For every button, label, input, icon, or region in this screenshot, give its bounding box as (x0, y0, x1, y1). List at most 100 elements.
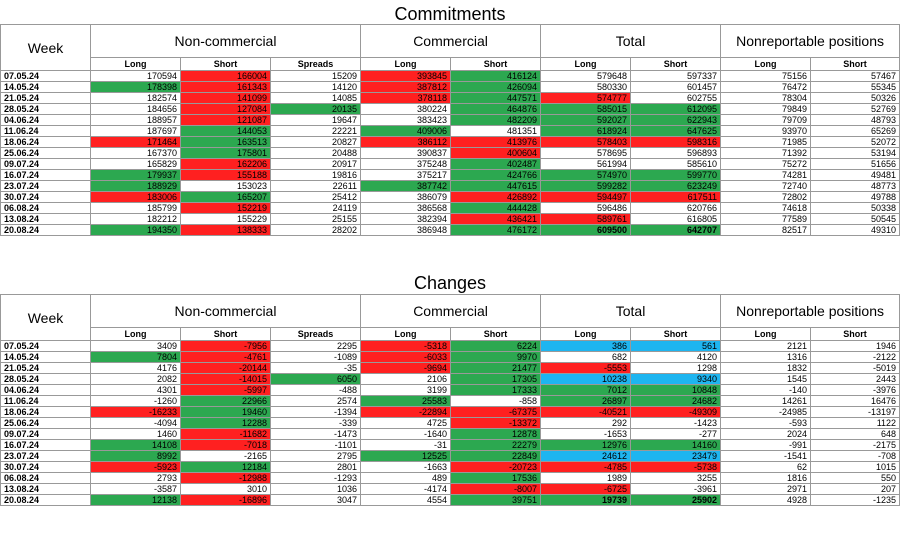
value-cell: 22611 (269, 180, 362, 192)
week-cell: 04.06.24 (0, 114, 91, 126)
value-cell: 579648 (540, 70, 632, 82)
value-cell: 400604 (450, 147, 542, 159)
value-cell: -2122 (810, 351, 900, 363)
value-cell: 6224 (450, 340, 542, 352)
value-cell: 152219 (180, 202, 271, 214)
value-cell: 185799 (90, 202, 181, 214)
value-cell: 65269 (810, 125, 900, 137)
value-cell: 165207 (180, 191, 271, 203)
value-cell: -708 (810, 450, 900, 462)
week-cell: 14.05.24 (0, 81, 91, 93)
value-cell: 596893 (630, 147, 722, 159)
value-cell: 386112 (360, 136, 452, 148)
week-cell: 28.05.24 (0, 373, 91, 385)
value-cell: -9694 (360, 362, 452, 374)
value-cell: 4725 (360, 417, 452, 429)
week-cell: 09.07.24 (0, 428, 91, 440)
value-cell: 1545 (720, 373, 812, 385)
table-row: 30.07.24 183006 165207 25412 386079 426892 594… (0, 191, 900, 203)
value-cell: 578695 (540, 147, 632, 159)
value-cell: 482209 (450, 114, 542, 126)
value-cell: 3409 (90, 340, 181, 352)
noncommercial-short-header: Short (180, 57, 271, 71)
value-cell: 481351 (450, 125, 542, 137)
week-cell: 25.06.24 (0, 147, 91, 159)
value-cell: 622943 (630, 114, 722, 126)
week-cell: 23.07.24 (0, 180, 91, 192)
value-cell: 4176 (90, 362, 181, 374)
week-cell: 18.06.24 (0, 136, 91, 148)
table-row: 14.05.24 7804 -4761 -1089 -6033 9970 682 4120 13… (0, 351, 900, 363)
value-cell: 292 (540, 417, 632, 429)
value-cell: 24119 (269, 202, 362, 214)
value-cell: 2121 (720, 340, 812, 352)
value-cell: -16233 (90, 406, 181, 418)
commercial-short-header: Short (450, 327, 542, 341)
commitments-title: Commitments (394, 4, 506, 24)
week-cell: 04.06.24 (0, 384, 91, 396)
value-cell: 444428 (450, 202, 542, 214)
value-cell: 78304 (720, 92, 812, 104)
week-cell: 13.08.24 (0, 213, 91, 225)
value-cell: 153023 (180, 180, 271, 192)
value-cell: 2801 (269, 461, 362, 473)
value-cell: -20144 (180, 362, 271, 374)
value-cell: 6050 (269, 373, 362, 385)
value-cell: 648 (810, 428, 900, 440)
total-short-header: Short (630, 327, 722, 341)
value-cell: 12288 (180, 417, 271, 429)
value-cell: 19647 (269, 114, 362, 126)
value-cell: 19739 (540, 494, 632, 506)
noncommercial-long-header: Long (90, 327, 181, 341)
value-cell: 3010 (180, 483, 271, 495)
value-cell: 386 (540, 340, 632, 352)
week-cell: 30.07.24 (0, 461, 91, 473)
value-cell: 4120 (630, 351, 722, 363)
commercial-short-header: Short (450, 57, 542, 71)
noncommercial-header: Non-commercial (89, 294, 362, 328)
value-cell: 55345 (810, 81, 900, 93)
value-cell: 20488 (269, 147, 362, 159)
value-cell: -3976 (810, 384, 900, 396)
value-cell: 617511 (630, 191, 722, 203)
value-cell: 12878 (450, 428, 542, 440)
value-cell: -14015 (180, 373, 271, 385)
value-cell: -593 (720, 417, 812, 429)
value-cell: 15209 (269, 70, 362, 82)
table-row: 04.06.24 188957 121087 19647 383423 482209 592… (0, 114, 900, 126)
value-cell: 393845 (360, 70, 452, 82)
value-cell: -1260 (90, 395, 181, 407)
value-cell: 9340 (630, 373, 722, 385)
value-cell: -1089 (269, 351, 362, 363)
value-cell: 426892 (450, 191, 542, 203)
week-cell: 28.05.24 (0, 103, 91, 115)
value-cell: 19460 (180, 406, 271, 418)
value-cell: 616805 (630, 213, 722, 225)
value-cell: 1122 (810, 417, 900, 429)
value-cell: 1316 (720, 351, 812, 363)
value-cell: 76472 (720, 81, 812, 93)
value-cell: 194350 (90, 224, 181, 236)
week-cell: 25.06.24 (0, 417, 91, 429)
value-cell: 7804 (90, 351, 181, 363)
value-cell: 4928 (720, 494, 812, 506)
value-cell: 2574 (269, 395, 362, 407)
value-cell: -6033 (360, 351, 452, 363)
value-cell: 620766 (630, 202, 722, 214)
value-cell: -1293 (269, 472, 362, 484)
value-cell: 390837 (360, 147, 452, 159)
value-cell: -8007 (450, 483, 542, 495)
value-cell: -13372 (450, 417, 542, 429)
value-cell: 9970 (450, 351, 542, 363)
value-cell: 178398 (90, 81, 181, 93)
value-cell: -11682 (180, 428, 271, 440)
value-cell: 49481 (810, 169, 900, 181)
value-cell: 1015 (810, 461, 900, 473)
value-cell: 163513 (180, 136, 271, 148)
value-cell: 48793 (810, 114, 900, 126)
value-cell: 17536 (450, 472, 542, 484)
value-cell: -6725 (540, 483, 632, 495)
noncommercial-long-header: Long (90, 57, 181, 71)
value-cell: -16896 (180, 494, 271, 506)
value-cell: 12976 (540, 439, 632, 451)
